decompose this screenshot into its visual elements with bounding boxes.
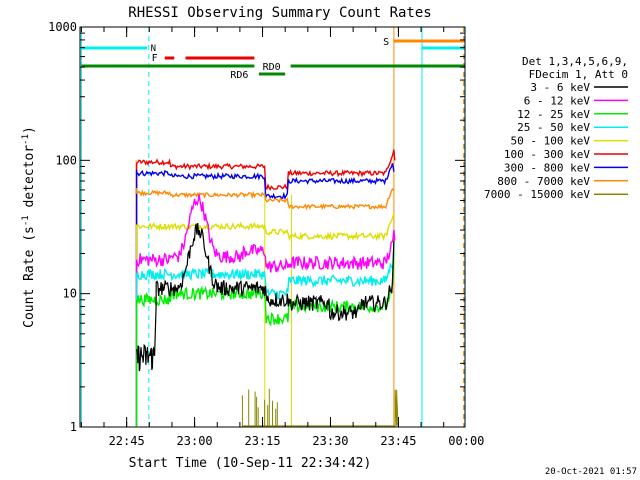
legend-entry-label: 100 - 300 keV <box>504 148 590 161</box>
rd0-flag-label: RD0 <box>263 62 281 73</box>
series-25-50-kev-line <box>135 242 395 426</box>
x-axis-label: Start Time (10-Sep-11 22:34:42) <box>129 456 372 471</box>
y-axis-label: Count Rate (s-1 detector-1) <box>21 126 37 328</box>
y-axis: 1 10 100 1000 <box>48 20 465 434</box>
legend-entry-label: 7000 - 15000 keV <box>484 188 590 201</box>
x-tick-label: 23:45 <box>380 434 416 448</box>
y-tick-label: 1000 <box>48 20 77 34</box>
legend-entry-label: 800 - 7000 keV <box>497 175 590 188</box>
legend-entry-label: 3 - 6 keV <box>530 81 590 94</box>
flag-bars: NF RD0 RD6 S <box>81 37 465 81</box>
y-tick-label: 1 <box>70 420 77 434</box>
legend: Det 1,3,4,5,6,9,FDecim 1, Att 03 - 6 keV… <box>484 55 628 201</box>
y-tick-label: 100 <box>55 153 77 167</box>
legend-entry-label: 6 - 12 keV <box>524 94 591 107</box>
legend-entry-label: 12 - 25 keV <box>517 108 590 121</box>
x-tick-label: 23:30 <box>312 434 348 448</box>
chart-title: RHESSI Observing Summary Count Rates <box>128 5 431 21</box>
legend-entry-label: 50 - 100 keV <box>511 135 591 148</box>
night-flag-label: N <box>151 44 156 54</box>
y-tick-label: 10 <box>63 287 77 301</box>
series-group <box>135 149 399 427</box>
y-axis-label-part3: ) <box>22 126 37 134</box>
series-7000-15000-kev-line <box>241 388 399 427</box>
series-3-6-kev-line <box>136 222 395 372</box>
y-axis-label-part2: detector <box>22 145 37 216</box>
legend-header-line: Det 1,3,4,5,6,9, <box>522 55 628 68</box>
x-tick-label: 23:15 <box>244 434 280 448</box>
x-tick-label: 00:00 <box>448 434 484 448</box>
legend-entry-label: 300 - 800 keV <box>504 161 590 174</box>
x-axis: 22:45 23:00 23:15 23:30 23:45 00:00 <box>80 27 484 448</box>
series-6-12-kev-line <box>135 194 396 426</box>
saa-flag-label: S <box>383 37 389 48</box>
timestamp: 20-Oct-2021 01:57 <box>545 467 637 477</box>
legend-entry-label: 25 - 50 keV <box>517 121 590 134</box>
flare-flag-label: F <box>152 53 158 64</box>
y-axis-label-part1: Count Rate (s <box>22 226 37 328</box>
plot-frame <box>79 26 466 428</box>
series-300-800-kev-line <box>135 163 395 426</box>
x-tick-label: 22:45 <box>109 434 145 448</box>
y-axis-label-sup1: -1 <box>21 215 31 226</box>
series-50-100-kev-line <box>135 213 395 426</box>
series-800-7000-kev-line <box>135 188 395 211</box>
x-tick-label: 23:00 <box>177 434 213 448</box>
legend-header-line: FDecim 1, Att 0 <box>529 68 628 81</box>
rd6-flag-label: RD6 <box>230 70 248 81</box>
y-axis-label-sup2: -1 <box>21 134 31 145</box>
series-100-300-kev-line <box>135 149 396 426</box>
